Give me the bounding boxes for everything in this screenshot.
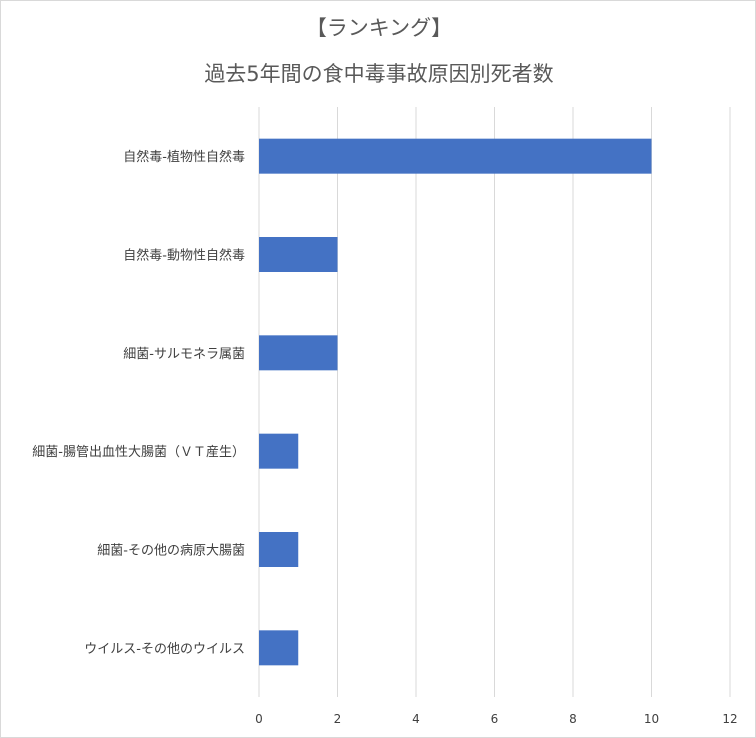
bar <box>259 237 338 272</box>
bar <box>259 138 652 174</box>
bar <box>259 630 299 666</box>
x-tick-label: 0 <box>255 712 263 726</box>
category-label: ウイルス-その他のウイルス <box>84 642 245 657</box>
chart-title-line-2: 過去5年間の食中毒事故原因別死者数 <box>204 62 554 86</box>
bar <box>259 335 338 371</box>
chart-title-line-1: 【ランキング】 <box>305 16 453 40</box>
category-label: 自然毒-動物性自然毒 <box>123 248 245 264</box>
x-tick-label: 4 <box>412 712 420 726</box>
x-axis-tick-labels: 0 2 4 6 8 10 12 <box>255 712 737 726</box>
category-label: 細菌-腸管出血性大腸菌（ＶＴ産生） <box>32 444 245 460</box>
gridlines <box>258 107 731 697</box>
x-tick-label: 6 <box>491 712 499 726</box>
bar <box>259 433 299 469</box>
category-label: 細菌-その他の病原大腸菌 <box>97 544 245 559</box>
category-label: 自然毒-植物性自然毒 <box>123 149 245 165</box>
x-tick-label: 2 <box>334 712 342 726</box>
x-tick-label: 8 <box>569 712 577 726</box>
x-tick-label: 12 <box>722 712 737 726</box>
x-tick-label: 10 <box>644 712 659 726</box>
category-label: 細菌-サルモネラ属菌 <box>123 347 245 362</box>
category-labels: 自然毒-植物性自然毒自然毒-動物性自然毒細菌-サルモネラ属菌細菌-腸管出血性大腸… <box>32 149 245 657</box>
bars <box>259 138 652 666</box>
bar <box>259 532 299 567</box>
